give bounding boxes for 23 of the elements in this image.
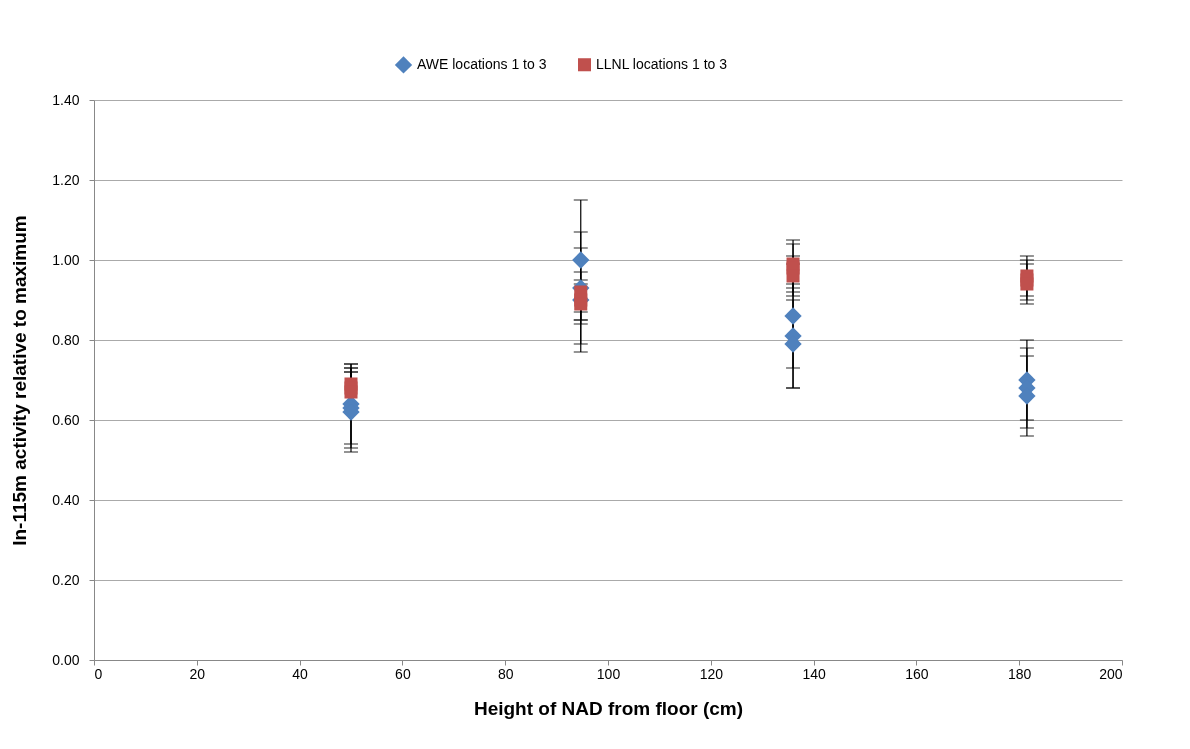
x-tick-label: 80 bbox=[497, 665, 514, 682]
y-tick-label: 0.00 bbox=[52, 651, 80, 668]
legend-label: AWE locations 1 to 3 bbox=[417, 55, 547, 72]
x-tick-label: 180 bbox=[1008, 665, 1032, 682]
x-tick-label: 100 bbox=[596, 665, 621, 682]
y-tick-label: 1.20 bbox=[52, 171, 80, 188]
y-tick-label: 1.00 bbox=[52, 251, 80, 268]
y-tick-label: 0.60 bbox=[52, 411, 80, 428]
x-tick-label: 120 bbox=[699, 665, 724, 682]
x-tick-label: 0 bbox=[94, 665, 103, 682]
x-tick-label: 20 bbox=[189, 665, 206, 682]
legend-label: LLNL locations 1 to 3 bbox=[596, 55, 728, 72]
y-tick-label: 1.40 bbox=[52, 91, 80, 108]
x-tick-label: 140 bbox=[802, 665, 826, 682]
y-tick-label: 0.20 bbox=[52, 571, 80, 588]
y-tick-label: 0.40 bbox=[52, 491, 80, 508]
x-tick-label: 160 bbox=[905, 665, 929, 682]
x-tick-label: 200 bbox=[1099, 665, 1123, 682]
y-tick-label: 0.80 bbox=[52, 331, 80, 348]
x-axis-title: Height of NAD from floor (cm) bbox=[473, 697, 744, 719]
y-axis-title: In-115m activity relative to maximum bbox=[9, 215, 31, 546]
x-tick-label: 60 bbox=[395, 665, 411, 682]
x-tick-label: 40 bbox=[292, 665, 309, 682]
